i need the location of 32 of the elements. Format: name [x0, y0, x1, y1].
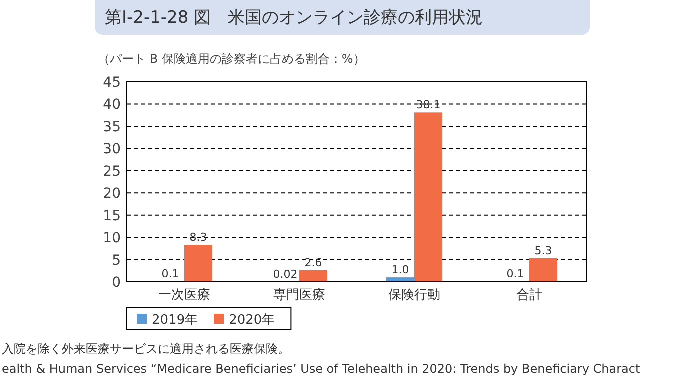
legend-label: 2020年 — [229, 313, 276, 328]
text: ealth & Human Services “Medicare Beneficiaries’ Use of Telehealth in 2020: Trends by Beneficiary Charact — [2, 362, 640, 376]
data-label: 5.3 — [534, 244, 552, 258]
y-tick-label: 20 — [103, 186, 121, 202]
legend-label: 2019年 — [152, 313, 198, 328]
data-label: 2.6 — [304, 256, 322, 270]
x-tick-label: 専門医療 — [274, 288, 326, 303]
y-tick-label: 15 — [103, 208, 121, 224]
data-label: 1.0 — [392, 264, 410, 277]
y-axis-title: （パート B 保険適用の診察者に占める割合：%） — [98, 52, 366, 66]
x-tick-label: 一次医療 — [158, 288, 210, 303]
bar — [386, 278, 414, 282]
x-tick-label: 合計 — [516, 288, 542, 303]
y-tick-label: 0 — [112, 275, 121, 291]
data-label: 0.02 — [273, 268, 298, 281]
y-tick-label: 10 — [103, 230, 121, 247]
chart-title: 第Ⅰ-2-1-28 図 米国のオンライン診療の利用状況 — [105, 8, 484, 28]
y-tick-label: 5 — [112, 252, 121, 269]
y-tick-label: 35 — [103, 119, 121, 136]
bar — [414, 112, 442, 282]
bar — [300, 270, 328, 282]
y-tick-label: 25 — [103, 164, 121, 180]
data-label: 38.1 — [416, 98, 441, 112]
text: 入院を除く外来医療サービスに適用される医療保険。 — [2, 342, 290, 356]
data-label: 0.1 — [162, 268, 180, 281]
bar — [184, 245, 212, 282]
bar — [530, 258, 558, 282]
data-label: 0.1 — [506, 268, 524, 281]
y-tick-label: 45 — [103, 75, 121, 91]
x-tick-label: 保険行動 — [388, 288, 440, 303]
y-tick-label: 30 — [103, 142, 121, 158]
y-tick-label: 40 — [103, 97, 121, 114]
